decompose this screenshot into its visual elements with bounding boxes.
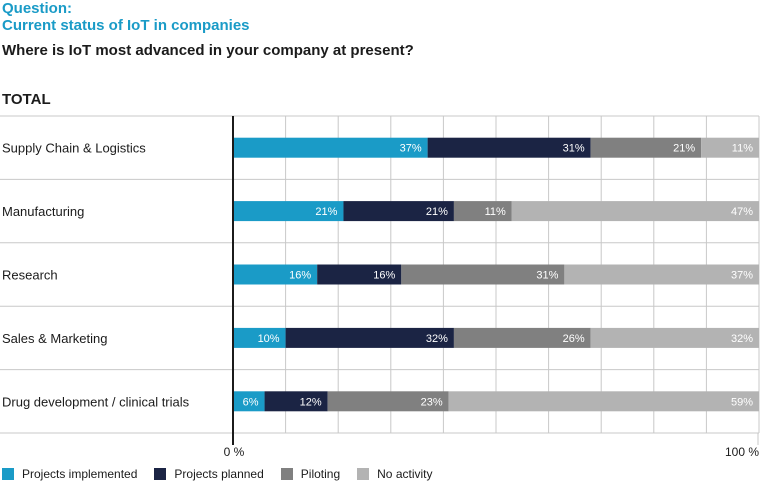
legend-item-implemented: Projects implemented — [2, 467, 137, 481]
bar-value-label: 23% — [421, 396, 443, 408]
bar-segment — [233, 391, 265, 412]
x-tick-label-100: 100 % — [725, 445, 759, 459]
bar-value-label: 21% — [315, 206, 337, 218]
bar-segment — [590, 137, 702, 158]
bar-value-label: 12% — [300, 396, 322, 408]
bar-segment — [327, 391, 449, 412]
bar-value-label: 10% — [258, 333, 280, 345]
bar-value-label: 16% — [373, 270, 395, 282]
x-tick-label-0: 0 % — [224, 445, 245, 459]
bar-value-label: 26% — [563, 333, 585, 345]
legend-swatch-planned — [154, 468, 167, 480]
bar-value-label: 31% — [563, 143, 585, 155]
bar-value-label: 37% — [731, 270, 753, 282]
legend-label-piloting: Piloting — [300, 467, 341, 481]
question-label: Question: — [2, 0, 72, 17]
legend-swatch-piloting — [280, 468, 293, 480]
section-title: TOTAL — [2, 91, 51, 108]
bar-segment — [264, 391, 328, 412]
legend-swatch-no-activity — [357, 468, 370, 480]
bar-segment — [453, 327, 591, 348]
bar-segment — [564, 264, 759, 285]
question-text: Where is IoT most advanced in your compa… — [2, 42, 414, 59]
legend-label-planned: Projects planned — [174, 467, 264, 481]
category-label: Manufacturing — [2, 204, 84, 219]
bar-segment — [233, 201, 344, 222]
bar-value-label: 11% — [485, 206, 506, 218]
question-title: Current status of IoT in companies — [2, 17, 250, 34]
category-label: Supply Chain & Logistics — [2, 141, 146, 156]
bar-segment — [427, 137, 591, 158]
category-label: Sales & Marketing — [2, 331, 108, 346]
bar-segment — [511, 201, 759, 222]
bar-value-label: 11% — [732, 143, 753, 155]
bar-value-label: 6% — [243, 396, 259, 408]
bar-segment — [233, 327, 286, 348]
bar-segment — [401, 264, 565, 285]
bar-segment — [701, 137, 759, 158]
chart-legend: Projects implemented Projects planned Pi… — [2, 467, 450, 481]
legend-label-no-activity: No activity — [377, 467, 433, 481]
bar-segment — [233, 264, 318, 285]
chart-header: Question: Current status of IoT in compa… — [2, 0, 250, 34]
bar-value-label: 47% — [731, 206, 753, 218]
legend-label-implemented: Projects implemented — [22, 467, 138, 481]
bar-value-label: 32% — [731, 333, 753, 345]
bar-segment — [343, 201, 454, 222]
legend-item-piloting: Piloting — [280, 467, 341, 481]
bar-value-label: 31% — [536, 270, 558, 282]
bar-value-label: 21% — [426, 206, 448, 218]
bar-value-label: 59% — [731, 396, 753, 408]
bar-value-label: 21% — [673, 143, 695, 155]
stacked-bar-chart: Supply Chain & Logistics 37% 31% 21% 11% Manu… — [0, 115, 760, 459]
legend-item-planned: Projects planned — [154, 467, 264, 481]
bar-segment — [453, 201, 512, 222]
bar-segment — [590, 327, 759, 348]
bar-segment — [317, 264, 402, 285]
bar-value-label: 32% — [426, 333, 448, 345]
bar-segment — [448, 391, 759, 412]
bar-value-label: 37% — [400, 143, 422, 155]
category-label: Research — [2, 268, 58, 283]
legend-item-no-activity: No activity — [357, 467, 433, 481]
bar-segment — [233, 137, 428, 158]
category-label: Drug development / clinical trials — [2, 394, 190, 409]
bar-value-label: 16% — [289, 270, 311, 282]
legend-swatch-implemented — [2, 468, 14, 480]
bar-segment — [285, 327, 454, 348]
